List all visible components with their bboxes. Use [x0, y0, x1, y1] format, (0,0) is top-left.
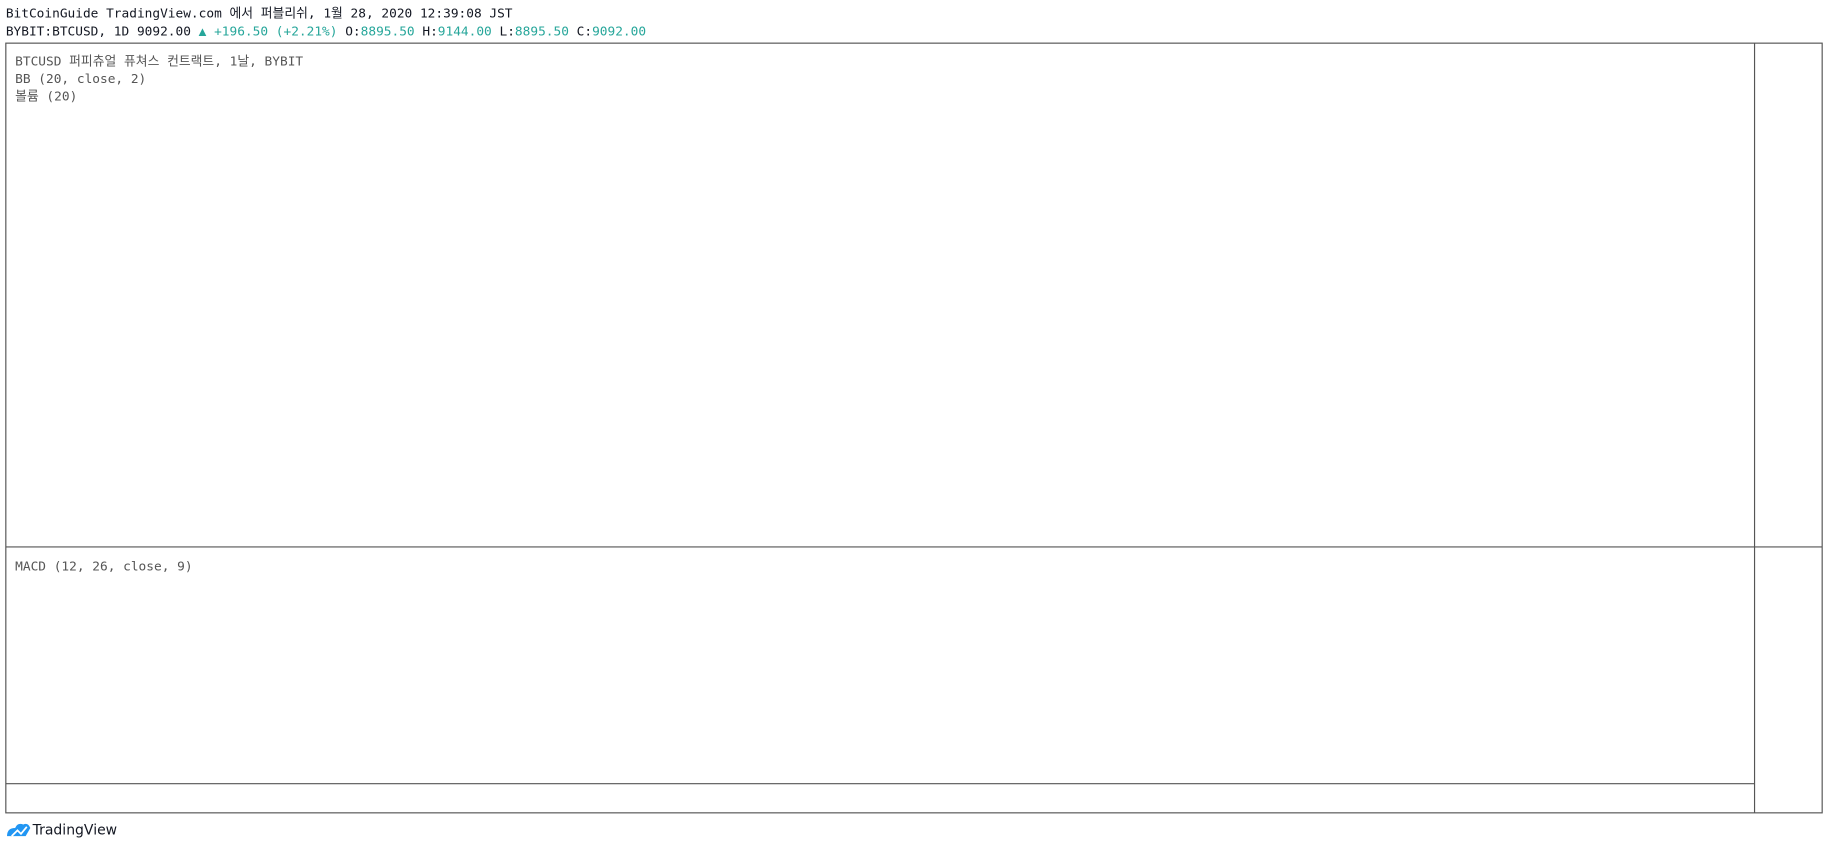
macd-legend: MACD (12, 26, close, 9): [15, 559, 192, 574]
ohlc-value: 9144.00: [438, 24, 492, 39]
pane-legend: BTCUSD 퍼피츄얼 퓨쳐스 컨트랙트, 1날, BYBIT: [15, 54, 303, 69]
footer-logo: [6, 823, 31, 837]
frame: [5, 42, 1823, 814]
ohlc-key: L:: [499, 24, 514, 39]
pane-legend: BB (20, close, 2): [15, 72, 146, 87]
change: ▲ +196.50 (+2.21%): [199, 24, 338, 39]
header-title: BitCoinGuide TradingView.com 에서 퍼블리쉬, 1월…: [6, 6, 513, 21]
ohlc-value: 8895.50: [515, 24, 569, 39]
symbol: BYBIT:BTCUSD, 1D 9092.00: [6, 24, 191, 39]
ohlc-key: O:: [345, 24, 360, 39]
ohlc-value: 9092.00: [592, 24, 646, 39]
footer-brand: TradingView: [32, 822, 117, 838]
header-quote: BYBIT:BTCUSD, 1D 9092.00 ▲ +196.50 (+2.2…: [6, 24, 646, 39]
ohlc-key: H:: [422, 24, 437, 39]
ohlc-value: 8895.50: [361, 24, 415, 39]
ohlc-key: C:: [577, 24, 592, 39]
pane-legend: 볼륨 (20): [15, 89, 77, 104]
